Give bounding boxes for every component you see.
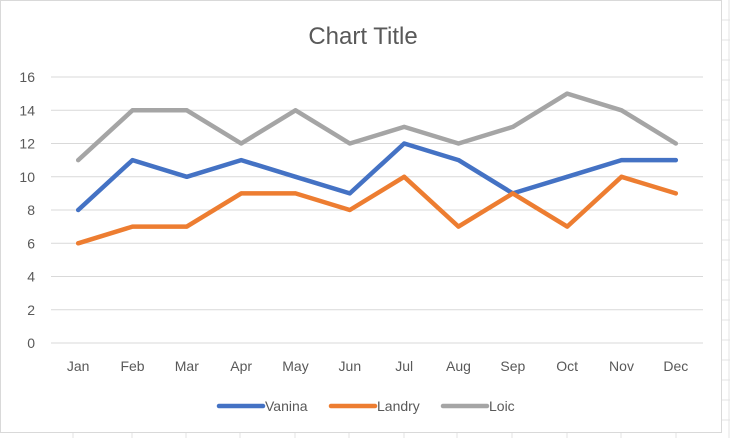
data-point[interactable] <box>510 191 515 196</box>
x-tick-label: Jan <box>67 358 90 374</box>
data-point[interactable] <box>130 158 135 163</box>
data-point[interactable] <box>293 108 298 113</box>
data-point[interactable] <box>347 141 352 146</box>
x-tick-label: Aug <box>446 358 471 374</box>
y-tick-label: 6 <box>27 235 35 251</box>
x-axis-tick-labels: Jan Feb Mar Apr May Jun Jul Aug Sep Oct Nov Dec <box>67 358 688 374</box>
legend-label: Landry <box>377 398 420 414</box>
y-tick-label: 12 <box>19 136 35 152</box>
data-point[interactable] <box>619 158 624 163</box>
y-tick-label: 16 <box>19 69 35 85</box>
x-tick-label: Jul <box>395 358 413 374</box>
data-point[interactable] <box>239 191 244 196</box>
data-point[interactable] <box>456 141 461 146</box>
series-landry[interactable] <box>75 174 679 246</box>
data-point[interactable] <box>293 191 298 196</box>
legend[interactable]: Vanina Landry Loic <box>216 398 515 414</box>
y-tick-label: 4 <box>27 269 35 285</box>
data-point[interactable] <box>456 224 461 229</box>
data-point[interactable] <box>347 191 352 196</box>
line-chart: Chart Title 0 2 4 6 8 10 12 14 16 Jan Feb Mar Apr Ma… <box>19 23 703 414</box>
legend-entry[interactable]: Loic <box>440 398 515 414</box>
data-point[interactable] <box>76 208 81 212</box>
data-point[interactable] <box>239 158 244 163</box>
data-point[interactable] <box>184 224 189 229</box>
data-point[interactable] <box>565 91 570 96</box>
x-tick-label: Oct <box>556 358 578 374</box>
series-loic[interactable] <box>75 91 679 163</box>
y-axis-tick-labels: 0 2 4 6 8 10 12 14 16 <box>19 69 35 351</box>
chart-frame[interactable]: Chart Title 0 2 4 6 8 10 12 14 16 Jan Feb Mar Apr Ma… <box>0 0 722 433</box>
legend-entry[interactable]: Landry <box>328 398 420 414</box>
data-point[interactable] <box>619 174 624 179</box>
data-point[interactable] <box>673 158 678 163</box>
series-line[interactable] <box>75 141 679 213</box>
series-line[interactable] <box>75 174 679 246</box>
data-point[interactable] <box>184 174 189 179</box>
legend-label: Loic <box>489 398 515 414</box>
data-point[interactable] <box>239 141 244 146</box>
data-point[interactable] <box>402 124 407 129</box>
y-tick-label: 2 <box>27 302 35 318</box>
plot-gridlines <box>51 76 703 344</box>
y-tick-label: 10 <box>19 169 35 185</box>
x-tick-label: Sep <box>500 358 525 374</box>
x-tick-label: May <box>282 358 308 374</box>
series-vanina[interactable] <box>75 141 679 213</box>
legend-entry[interactable]: Vanina <box>216 398 308 414</box>
x-tick-label: Nov <box>609 358 634 374</box>
data-point[interactable] <box>565 174 570 179</box>
data-point[interactable] <box>402 141 407 146</box>
y-tick-label: 8 <box>27 202 35 218</box>
x-tick-label: Mar <box>175 358 199 374</box>
data-point[interactable] <box>619 108 624 113</box>
x-tick-label: Apr <box>230 358 252 374</box>
data-point[interactable] <box>76 241 81 246</box>
data-point[interactable] <box>456 158 461 163</box>
x-tick-label: Jun <box>339 358 362 374</box>
data-point[interactable] <box>673 191 678 196</box>
legend-label: Vanina <box>265 398 308 414</box>
data-point[interactable] <box>184 108 189 113</box>
data-point[interactable] <box>130 224 135 229</box>
data-point[interactable] <box>130 108 135 113</box>
data-point[interactable] <box>510 124 515 129</box>
y-tick-label: 0 <box>27 335 35 351</box>
y-tick-label: 14 <box>19 102 35 118</box>
plot-series[interactable] <box>75 91 679 246</box>
data-point[interactable] <box>402 174 407 179</box>
series-line[interactable] <box>75 91 679 163</box>
chart-title[interactable]: Chart Title <box>308 23 417 50</box>
data-point[interactable] <box>565 224 570 229</box>
data-point[interactable] <box>347 208 352 212</box>
data-point[interactable] <box>673 141 678 146</box>
data-point[interactable] <box>293 174 298 179</box>
x-tick-label: Feb <box>120 358 144 374</box>
data-point[interactable] <box>76 158 81 163</box>
x-tick-label: Dec <box>663 358 688 374</box>
